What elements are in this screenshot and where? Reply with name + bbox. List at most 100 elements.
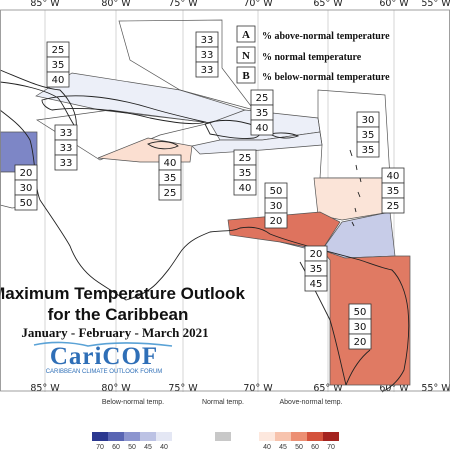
table-cell [158,184,182,201]
legend-key: B [242,70,250,82]
probability-table-belize: 33 33 33 [54,124,78,171]
table-value: 25 [256,93,269,104]
table-value: 33 [60,158,73,169]
scale-tick: 40 [160,444,168,450]
table-value: 50 [20,198,33,209]
probability-table-guianas: 50 30 20 [348,303,372,350]
table-cell [356,141,380,158]
table-value: 25 [164,188,177,199]
table-value: 25 [387,201,400,212]
table-value: 33 [201,50,214,61]
table-value: 35 [256,108,269,119]
longitude-labels-bottom: 85° W 80° W 75° W 70° W 65° W 60° W 55° … [30,383,450,394]
table-value: 30 [354,322,367,333]
legend-item-above: A % above-normal temperature [236,25,390,43]
table-value: 35 [52,60,65,71]
lon-label: 60° W [379,383,409,394]
table-value: 33 [201,35,214,46]
probability-legend: A % above-normal temperature N % normal … [236,25,390,84]
table-value: 25 [52,45,65,56]
lon-label: 85° W [30,0,60,9]
scale-tick: 60 [311,444,319,450]
title-period: January - February - March 2021 [21,325,208,340]
region-central-caribbean [36,109,211,161]
table-value: 20 [310,249,323,260]
lon-label: 70° W [243,0,273,9]
lon-label: 75° W [168,383,198,394]
title-block: Maximum Temperature Outlook for the Cari… [0,284,245,340]
legend-text: % below-normal temperature [262,72,390,83]
table-value: 25 [239,153,252,164]
table-value: 30 [20,183,33,194]
scale-below-label: Below-normal temp. [102,399,164,406]
table-value: 45 [310,279,323,290]
longitude-labels-top: 85° W 80° W 75° W 70° W 65° W 60° W 55° … [30,0,450,9]
scale-below-swatches: 70 60 50 45 40 [92,432,172,450]
scale-tick: 45 [144,444,152,450]
table-value: 35 [362,145,375,156]
legend-text: % normal temperature [262,52,362,63]
probability-table-bermuda-east: 30 35 35 [356,111,380,158]
lon-label: 80° W [101,383,131,394]
table-cell [54,154,78,171]
table-cell [304,275,328,292]
probability-tables: 25 35 40 33 33 33 33 33 33 20 30 50 40 35 25 25 35 40 25 35… [14,31,405,350]
probability-table-leeward-islands: 40 35 25 [381,167,405,214]
lon-label: 85° W [30,383,60,394]
table-cell [381,197,405,214]
legend-key: N [242,50,250,62]
probability-table-jamaica: 40 35 25 [158,154,182,201]
lon-label: 55° W [421,383,450,394]
table-value: 40 [256,123,269,134]
table-value: 30 [270,201,283,212]
legend-item-normal: N % normal temperature [236,46,362,64]
scale-swatch [156,432,172,441]
color-scale: Below-normal temp. Normal temp. Above-no… [92,399,343,450]
scale-swatch [140,432,156,441]
scale-above-label: Above-normal temp. [279,399,342,406]
table-cell [14,194,38,211]
table-value: 35 [362,130,375,141]
scale-swatch [108,432,124,441]
probability-table-turks: 33 33 33 [195,31,219,78]
table-value: 40 [387,171,400,182]
scale-swatch [307,432,323,441]
table-value: 20 [270,216,283,227]
probability-table-bahamas: 25 35 40 [46,41,70,88]
table-value: 30 [362,115,375,126]
lon-label: 75° W [168,0,198,9]
lon-label: 80° W [101,0,131,9]
table-cell [348,333,372,350]
scale-above-swatches: 40 45 50 60 70 [259,432,339,450]
lon-label: 60° W [379,0,409,9]
lon-label: 65° W [313,0,343,9]
scale-swatch [275,432,291,441]
lon-label: 55° W [421,0,450,9]
table-value: 50 [270,186,283,197]
scale-tick: 60 [112,444,120,450]
table-cell [250,119,274,136]
table-value: 20 [354,337,367,348]
lon-label: 70° W [243,383,273,394]
region-leeward-islands [313,177,391,221]
scale-tick: 70 [96,444,104,450]
probability-table-hispaniola-south: 25 35 40 [233,149,257,196]
table-value: 33 [60,143,73,154]
scale-tick: 50 [128,444,136,450]
scale-swatch [323,432,339,441]
caricof-logo: CariCOF CARIBBEAN CLIMATE OUTLOOK FORUM [33,341,173,375]
table-cell [195,61,219,78]
scale-normal-label: Normal temp. [202,399,244,406]
table-cell [46,71,70,88]
table-value: 33 [201,65,214,76]
legend-text: % above-normal temperature [262,31,390,42]
scale-swatch [259,432,275,441]
probability-table-abc-islands: 50 30 20 [264,182,288,229]
scale-swatch [215,432,231,441]
table-value: 35 [239,168,252,179]
table-value: 33 [60,128,73,139]
table-cell [233,179,257,196]
table-value: 35 [387,186,400,197]
scale-tick: 45 [279,444,287,450]
